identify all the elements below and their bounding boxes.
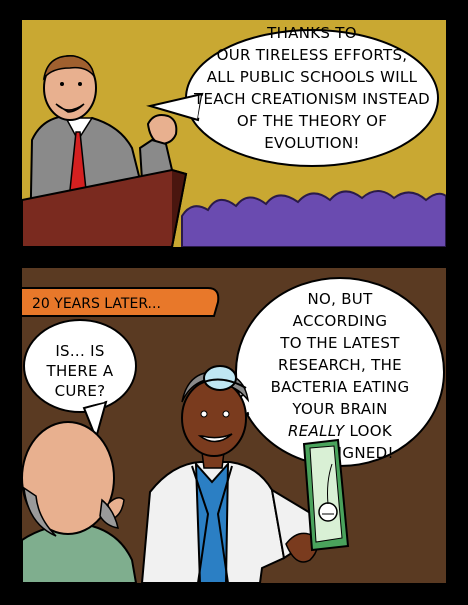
panel-2: 20 YEARS LATER... IS... IS THERE A CURE?… <box>22 268 446 583</box>
doctor-line-1: NO, BUT <box>307 290 373 308</box>
doctor-line-6: YOUR BRAIN <box>291 400 387 418</box>
podium <box>22 168 188 247</box>
politician-line-3: ALL PUBLIC SCHOOLS WILL <box>207 68 418 86</box>
doctor-line-3: TO THE LATEST <box>279 334 400 352</box>
panel-1: THANKS TO OUR TIRELESS EFFORTS, ALL PUBL… <box>22 20 446 247</box>
politician-line-5: OF THE THEORY OF <box>237 112 387 130</box>
doctor-line-5: BACTERIA EATING <box>271 378 410 396</box>
politician-line-4: TEACH CREATIONISM INSTEAD <box>193 90 430 108</box>
doctor-line-7: REALLY LOOK <box>288 422 393 440</box>
politician-line-6: EVOLUTION! <box>264 134 360 152</box>
research-folder <box>302 438 350 552</box>
bacteria-diagram <box>318 502 338 522</box>
panel-2-art: 20 YEARS LATER... IS... IS THERE A CURE?… <box>22 268 446 583</box>
politician-line-2: OUR TIRELESS EFFORTS, <box>217 46 408 64</box>
doctor-after-emphasis: LOOK <box>350 422 393 440</box>
politician-line-1: THANKS TO <box>266 24 357 42</box>
doctor <box>140 365 320 583</box>
patient <box>22 421 138 583</box>
patient-line-2: THERE A <box>46 362 114 380</box>
audience-crowd <box>181 190 446 247</box>
caption-text: 20 YEARS LATER... <box>32 296 161 312</box>
speech-bubble-patient: IS... IS THERE A CURE? <box>23 319 137 442</box>
speech-bubble-doctor: NO, BUT ACCORDING TO THE LATEST RESEARCH… <box>215 277 445 467</box>
speech-bubble-politician: THANKS TO OUR TIRELESS EFFORTS, ALL PUBL… <box>146 24 439 167</box>
doctor-emphasis: REALLY <box>288 422 346 440</box>
caption-box: 20 YEARS LATER... <box>22 287 220 317</box>
doctor-line-2: ACCORDING <box>293 312 388 330</box>
patient-line-3: CURE? <box>55 382 106 400</box>
patient-line-1: IS... IS <box>55 342 104 360</box>
doctor-line-4: RESEARCH, THE <box>278 356 402 374</box>
panel-1-art: THANKS TO OUR TIRELESS EFFORTS, ALL PUBL… <box>22 20 446 247</box>
